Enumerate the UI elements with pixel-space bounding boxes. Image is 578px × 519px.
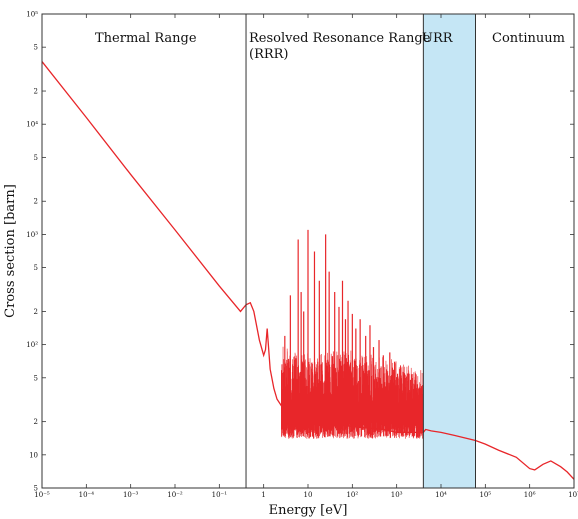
y-tick-label: 2	[34, 88, 38, 96]
y-tick-label: 5	[34, 374, 38, 382]
region-labels: Thermal Range Resolved Resonance Range (RR…	[95, 31, 565, 62]
x-tick-label: 10⁶	[524, 491, 536, 499]
x-tick-label: 10⁴	[435, 491, 447, 499]
y-tick-label: 10²	[26, 341, 38, 349]
y-tick-label: 10	[29, 451, 38, 459]
x-axis-label: Energy [eV]	[269, 503, 348, 518]
y-tick-label: 10³	[26, 231, 38, 239]
x-tick-label: 10⁵	[479, 491, 491, 499]
y-tick-label: 10⁵	[26, 11, 38, 19]
y-tick-label: 5	[34, 485, 38, 493]
y-axis-label: Cross section [barn]	[3, 184, 18, 318]
x-tick-label: 10⁻³	[123, 491, 139, 499]
y-tick-label: 5	[34, 44, 38, 52]
x-tick-label: 10⁻⁵	[34, 491, 50, 499]
region-label-0: Thermal Range	[95, 31, 197, 46]
y-tick-label: 2	[34, 198, 38, 206]
region-label-3: Continuum	[492, 31, 565, 46]
y-tick-label: 2	[34, 418, 38, 426]
y-tick-label: 2	[34, 308, 38, 316]
x-tick-label: 1	[261, 491, 265, 499]
x-tick-label: 10²	[346, 491, 358, 499]
urr-band	[423, 14, 476, 488]
x-tick-label: 10⁷	[568, 491, 578, 499]
region-label-2: URR	[422, 31, 454, 46]
x-tick-label: 10³	[391, 491, 403, 499]
plot-frame	[41, 13, 575, 489]
y-tick-label: 5	[34, 264, 38, 272]
x-tick-label: 10⁻¹	[212, 491, 228, 499]
region-boundaries	[245, 14, 476, 488]
x-tick-label: 10⁻²	[167, 491, 183, 499]
y-tick-label: 10⁴	[26, 121, 38, 129]
series-rrr-texture	[281, 346, 424, 439]
axis-ticks: 10⁻⁵ 10⁻⁴ 10⁻³ 10⁻² 10⁻¹ 1 10 10² 10³ 10⁴ 10⁵ 10⁶ 10…	[26, 11, 578, 500]
x-tick-label: 10	[304, 491, 313, 499]
series-layer	[41, 61, 575, 480]
region-label-1: Resolved Resonance Range (RRR)	[249, 31, 431, 62]
x-tick-label: 10⁻⁴	[79, 491, 95, 499]
y-tick-label: 5	[34, 154, 38, 162]
